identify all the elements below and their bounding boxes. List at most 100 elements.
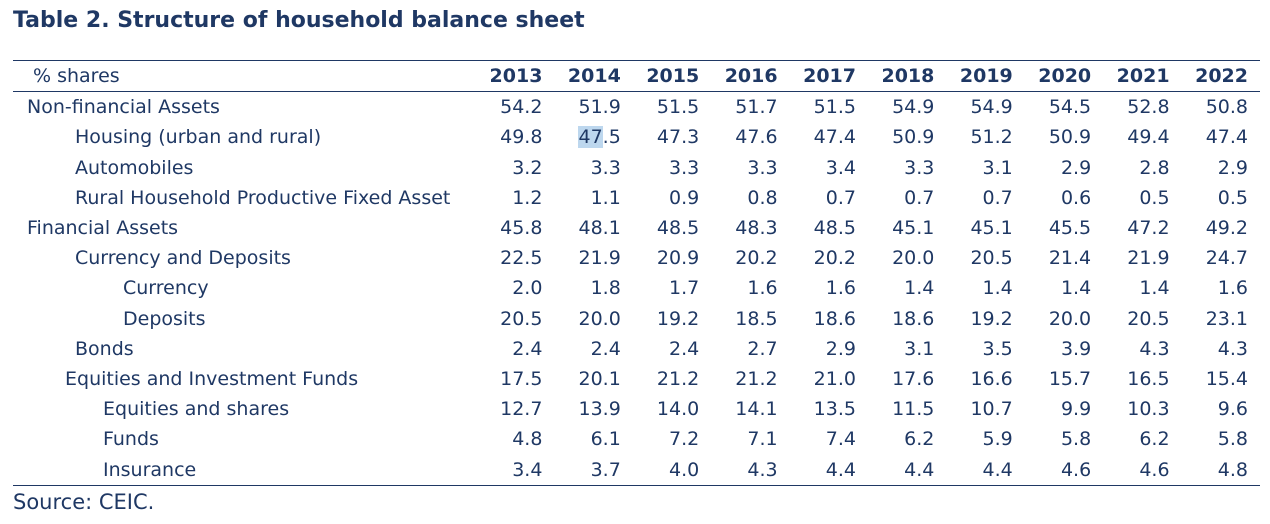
table-cell[interactable]: 1.4 — [1139, 277, 1170, 300]
table-cell[interactable]: 0.5 — [1139, 186, 1170, 209]
table-cell[interactable]: 20.0 — [892, 247, 935, 270]
row-label[interactable]: Currency and Deposits — [75, 247, 291, 270]
table-cell[interactable]: 2.8 — [1139, 156, 1170, 179]
table-cell[interactable]: 3.3 — [590, 156, 621, 179]
row-label[interactable]: Rural Household Productive Fixed Asset — [75, 186, 451, 209]
table-cell[interactable]: 4.6 — [1139, 458, 1170, 481]
table-cell[interactable]: 47.6 — [735, 126, 778, 149]
table-cell[interactable]: 4.4 — [825, 458, 856, 481]
table-cell[interactable]: 16.5 — [1127, 367, 1170, 390]
table-cell[interactable]: 19.2 — [656, 307, 700, 330]
table-cell[interactable]: 4.4 — [904, 458, 935, 481]
table-cell[interactable]: 51.5 — [813, 96, 856, 119]
table-cell[interactable]: 22.5 — [500, 247, 543, 270]
table-cell[interactable]: 3.3 — [747, 156, 778, 179]
table-cell[interactable]: 20.0 — [578, 307, 621, 330]
table-cell[interactable]: 20.5 — [1127, 307, 1170, 330]
table-cell[interactable]: 20.2 — [735, 247, 778, 270]
table-cell[interactable]: 5.8 — [1060, 428, 1092, 451]
table-cell[interactable]: 3.7 — [590, 458, 621, 481]
table-cell[interactable]: 45.8 — [500, 217, 543, 240]
row-label[interactable]: Funds — [103, 428, 159, 451]
table-cell[interactable]: 48.5 — [813, 217, 856, 240]
row-label[interactable]: Non-financial Assets — [27, 96, 220, 119]
table-cell[interactable]: 1.2 — [512, 186, 543, 209]
table-cell[interactable]: 54.5 — [1048, 96, 1092, 119]
table-cell[interactable]: 1.4 — [904, 277, 935, 300]
table-cell[interactable]: 52.8 — [1127, 96, 1170, 119]
table-cell[interactable]: 1.8 — [590, 277, 621, 300]
table-cell[interactable]: 3.1 — [982, 156, 1013, 179]
table-cell[interactable]: 0.9 — [668, 186, 700, 209]
table-cell[interactable]: 18.6 — [813, 307, 856, 330]
table-cell[interactable]: 21.9 — [578, 247, 621, 270]
table-cell[interactable]: 20.2 — [813, 247, 856, 270]
table-cell[interactable]: 1.4 — [982, 277, 1013, 300]
table-cell[interactable]: 2.7 — [747, 337, 778, 360]
table-cell[interactable]: 4.3 — [1139, 337, 1170, 360]
table-cell[interactable]: 4.3 — [1217, 337, 1248, 360]
table-cell[interactable]: 2.4 — [512, 337, 543, 360]
table-cell[interactable]: 18.5 — [735, 307, 778, 330]
table-cell[interactable]: 4.8 — [1217, 458, 1248, 481]
table-cell[interactable]: 50.8 — [1205, 96, 1248, 119]
table-cell[interactable]: 21.2 — [656, 367, 700, 390]
table-cell[interactable]: 14.1 — [735, 398, 778, 421]
table-cell[interactable]: 4.4 — [982, 458, 1013, 481]
table-cell[interactable]: 17.5 — [500, 367, 543, 390]
row-label[interactable]: Bonds — [75, 337, 134, 360]
table-cell[interactable]: 20.5 — [500, 307, 543, 330]
table-cell[interactable]: 1.1 — [590, 186, 621, 209]
table-cell[interactable]: 0.8 — [747, 186, 778, 209]
table-cell[interactable]: 2.4 — [590, 337, 621, 360]
table-cell[interactable]: 3.3 — [904, 156, 935, 179]
table-cell[interactable]: 16.6 — [970, 367, 1013, 390]
table-cell[interactable]: 13.5 — [813, 398, 856, 421]
table-cell[interactable]: 20.0 — [1048, 307, 1092, 330]
table-cell[interactable]: 2.4 — [668, 337, 700, 360]
unselected-text[interactable]: .5 — [602, 126, 621, 149]
table-cell[interactable]: 7.1 — [747, 428, 778, 451]
table-cell[interactable]: 45.5 — [1048, 217, 1092, 240]
table-cell[interactable]: 21.4 — [1048, 247, 1092, 270]
table-cell[interactable]: 19.2 — [970, 307, 1013, 330]
table-cell[interactable]: 13.9 — [578, 398, 621, 421]
table-cell[interactable]: 2.9 — [1060, 156, 1092, 179]
table-cell[interactable]: 50.9 — [892, 126, 935, 149]
table-cell[interactable]: 0.6 — [1060, 186, 1092, 209]
table-cell[interactable]: 3.9 — [1060, 337, 1092, 360]
table-cell[interactable]: 11.5 — [892, 398, 935, 421]
table-cell[interactable]: 3.2 — [512, 156, 543, 179]
table-cell[interactable]: 10.3 — [1127, 398, 1170, 421]
text-selection-highlight[interactable]: 47 — [578, 126, 603, 149]
table-cell-selected[interactable]: 47.5 — [554, 122, 632, 152]
table-cell[interactable]: 48.3 — [735, 217, 778, 240]
table-cell[interactable]: 47.2 — [1127, 217, 1170, 240]
table-cell[interactable]: 3.5 — [982, 337, 1013, 360]
table-cell[interactable]: 20.5 — [970, 247, 1013, 270]
table-cell[interactable]: 7.2 — [668, 428, 700, 451]
table-cell[interactable]: 24.7 — [1205, 247, 1248, 270]
table-cell[interactable]: 1.4 — [1060, 277, 1092, 300]
table-cell[interactable]: 51.2 — [970, 126, 1013, 149]
table-cell[interactable]: 10.7 — [970, 398, 1013, 421]
table-cell[interactable]: 49.8 — [500, 126, 543, 149]
table-cell[interactable]: 21.9 — [1127, 247, 1170, 270]
table-cell[interactable]: 0.7 — [982, 186, 1013, 209]
table-cell[interactable]: 7.4 — [825, 428, 856, 451]
table-cell[interactable]: 4.8 — [512, 428, 543, 451]
table-cell[interactable]: 51.7 — [735, 96, 778, 119]
table-cell[interactable]: 1.6 — [1217, 277, 1248, 300]
table-cell[interactable]: 48.5 — [656, 217, 700, 240]
table-cell[interactable]: 48.1 — [578, 217, 621, 240]
table-cell[interactable]: 6.2 — [904, 428, 935, 451]
table-cell[interactable]: 15.7 — [1048, 367, 1092, 390]
row-label[interactable]: Financial Assets — [27, 217, 179, 240]
table-cell[interactable]: 45.1 — [970, 217, 1013, 240]
table-cell[interactable]: 54.9 — [892, 96, 935, 119]
table-cell[interactable]: 2.9 — [825, 337, 856, 360]
row-label[interactable]: Equities and shares — [103, 398, 290, 421]
table-cell[interactable]: 0.7 — [825, 186, 856, 209]
table-cell[interactable]: 3.1 — [904, 337, 935, 360]
table-cell[interactable]: 14.0 — [656, 398, 700, 421]
